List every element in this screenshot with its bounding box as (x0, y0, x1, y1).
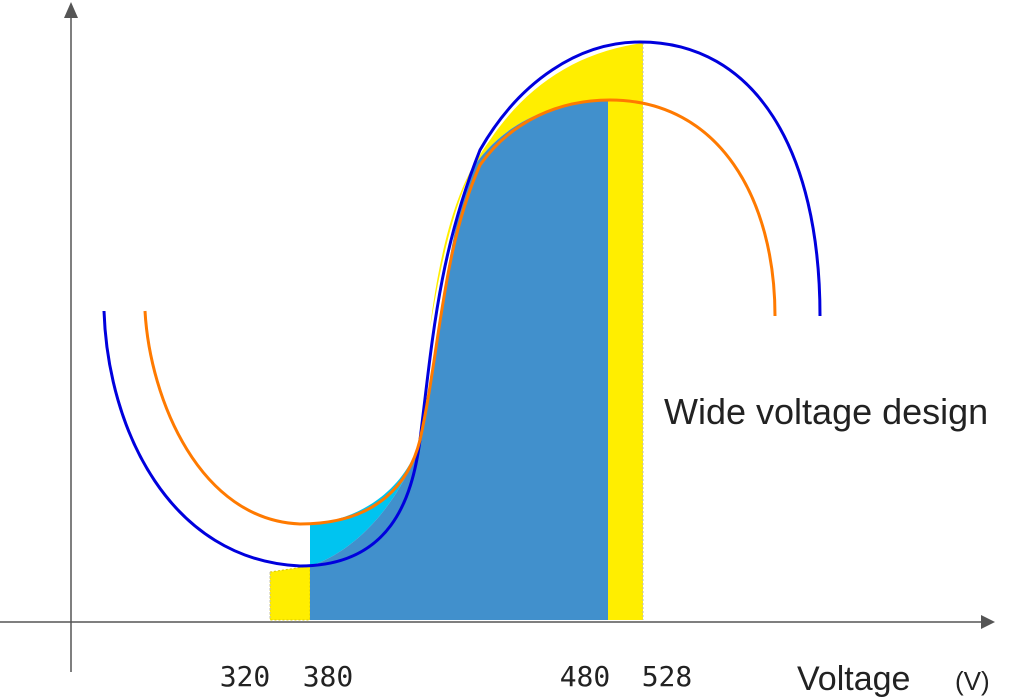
x-axis-arrow (981, 615, 995, 629)
cyan-region (310, 440, 420, 566)
tick-label-480: 480 (560, 660, 611, 693)
curve-blue (102, 40, 822, 568)
curve-orange (143, 98, 777, 526)
y-axis-arrow (64, 2, 78, 18)
x-axis-unit: (V) (955, 666, 990, 696)
blue-region (310, 101, 608, 620)
tick-label-528: 528 (642, 660, 693, 693)
yellow-region-left (269, 565, 311, 621)
x-axis-title: Voltage (797, 660, 910, 698)
tick-label-380: 380 (303, 660, 354, 693)
annotation-label: Wide voltage design (664, 391, 988, 432)
tick-label-320: 320 (220, 660, 271, 693)
